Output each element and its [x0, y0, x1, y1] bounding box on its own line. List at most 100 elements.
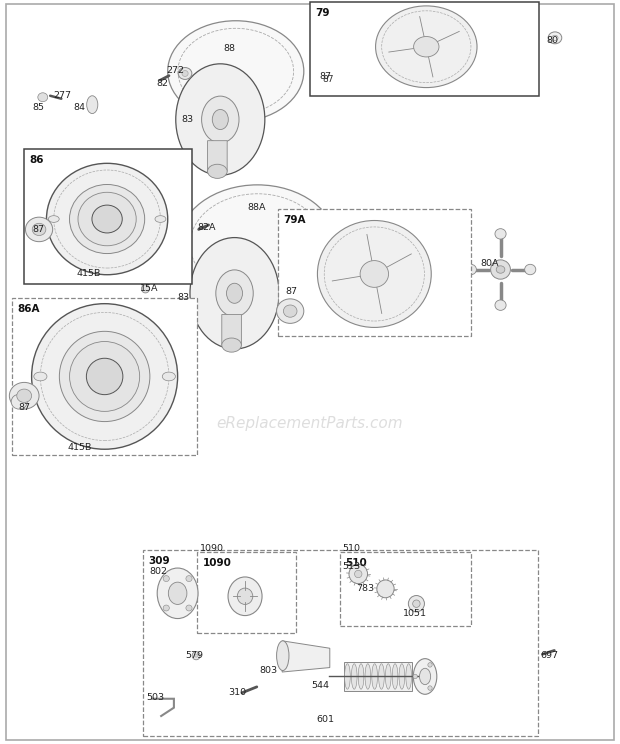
Ellipse shape	[78, 192, 136, 246]
Ellipse shape	[169, 582, 187, 604]
Ellipse shape	[360, 260, 389, 287]
Polygon shape	[282, 641, 330, 672]
Ellipse shape	[355, 571, 362, 577]
Text: 503: 503	[146, 693, 164, 702]
Text: 87: 87	[285, 287, 297, 296]
Text: 513: 513	[342, 562, 360, 571]
FancyArrow shape	[222, 315, 241, 347]
Ellipse shape	[175, 64, 265, 175]
Ellipse shape	[168, 21, 304, 122]
Ellipse shape	[222, 338, 241, 352]
Ellipse shape	[317, 220, 432, 327]
Bar	[340, 552, 471, 626]
Ellipse shape	[48, 216, 59, 222]
Ellipse shape	[38, 93, 48, 102]
Ellipse shape	[399, 664, 405, 689]
Text: 15A: 15A	[140, 284, 158, 293]
Text: 697: 697	[540, 651, 558, 660]
Bar	[143, 551, 538, 736]
Ellipse shape	[86, 359, 123, 394]
Bar	[278, 208, 471, 336]
Bar	[24, 150, 192, 284]
Text: 803: 803	[259, 666, 277, 675]
Ellipse shape	[212, 109, 228, 129]
Text: 86A: 86A	[17, 304, 40, 314]
Ellipse shape	[163, 605, 169, 611]
Ellipse shape	[226, 283, 242, 304]
Ellipse shape	[32, 223, 46, 236]
Ellipse shape	[202, 96, 239, 143]
Text: 83: 83	[181, 115, 193, 124]
Ellipse shape	[428, 686, 432, 690]
Ellipse shape	[413, 600, 420, 607]
Text: 310: 310	[228, 688, 247, 697]
Ellipse shape	[414, 658, 437, 694]
Ellipse shape	[349, 565, 368, 583]
Ellipse shape	[372, 664, 378, 689]
Ellipse shape	[365, 664, 371, 689]
Bar	[197, 552, 296, 633]
Text: 79: 79	[316, 8, 330, 18]
Ellipse shape	[186, 576, 192, 582]
Text: 79A: 79A	[283, 214, 306, 225]
Bar	[344, 662, 412, 690]
Text: 87: 87	[322, 75, 334, 84]
Ellipse shape	[345, 664, 350, 689]
Ellipse shape	[87, 96, 98, 114]
Bar	[12, 298, 197, 455]
Text: 87: 87	[33, 225, 45, 234]
Text: 82A: 82A	[197, 223, 216, 232]
Ellipse shape	[379, 664, 384, 689]
Ellipse shape	[11, 394, 27, 409]
Text: 510: 510	[342, 545, 360, 554]
Text: 415B: 415B	[76, 269, 100, 278]
Text: 83: 83	[177, 293, 190, 302]
Text: 277: 277	[53, 92, 71, 100]
Text: 802: 802	[149, 566, 167, 576]
Ellipse shape	[195, 654, 198, 657]
Text: 783: 783	[356, 584, 374, 594]
Ellipse shape	[155, 216, 166, 222]
Ellipse shape	[358, 664, 364, 689]
Ellipse shape	[141, 285, 149, 293]
Ellipse shape	[60, 331, 150, 422]
Ellipse shape	[428, 663, 432, 667]
Ellipse shape	[525, 264, 536, 275]
Ellipse shape	[162, 372, 175, 381]
Ellipse shape	[548, 32, 562, 44]
Text: 82: 82	[157, 80, 169, 89]
Ellipse shape	[186, 605, 192, 611]
Ellipse shape	[490, 260, 510, 279]
Ellipse shape	[406, 664, 412, 689]
Ellipse shape	[496, 266, 505, 273]
Ellipse shape	[216, 270, 253, 317]
Ellipse shape	[495, 300, 506, 310]
Text: 579: 579	[185, 651, 203, 660]
Ellipse shape	[377, 580, 394, 597]
Ellipse shape	[465, 264, 476, 275]
Ellipse shape	[409, 595, 425, 612]
Ellipse shape	[190, 237, 279, 349]
Ellipse shape	[283, 305, 297, 317]
Text: eReplacementParts.com: eReplacementParts.com	[216, 417, 404, 432]
Ellipse shape	[69, 341, 140, 411]
Ellipse shape	[92, 205, 122, 233]
Ellipse shape	[208, 164, 227, 179]
Ellipse shape	[25, 217, 53, 242]
Ellipse shape	[178, 185, 337, 304]
Text: 415B: 415B	[68, 443, 92, 452]
Ellipse shape	[182, 71, 188, 77]
Text: 544: 544	[311, 681, 329, 690]
Ellipse shape	[46, 164, 168, 275]
Text: 87: 87	[319, 72, 331, 81]
Text: 1090: 1090	[200, 545, 224, 554]
Ellipse shape	[413, 674, 417, 679]
Ellipse shape	[192, 652, 200, 660]
Text: 1090: 1090	[203, 558, 232, 568]
Text: 88: 88	[223, 44, 236, 53]
Ellipse shape	[178, 68, 192, 80]
Text: 88A: 88A	[247, 202, 265, 211]
Text: 86: 86	[30, 155, 44, 165]
Ellipse shape	[157, 568, 198, 618]
Ellipse shape	[414, 36, 439, 57]
